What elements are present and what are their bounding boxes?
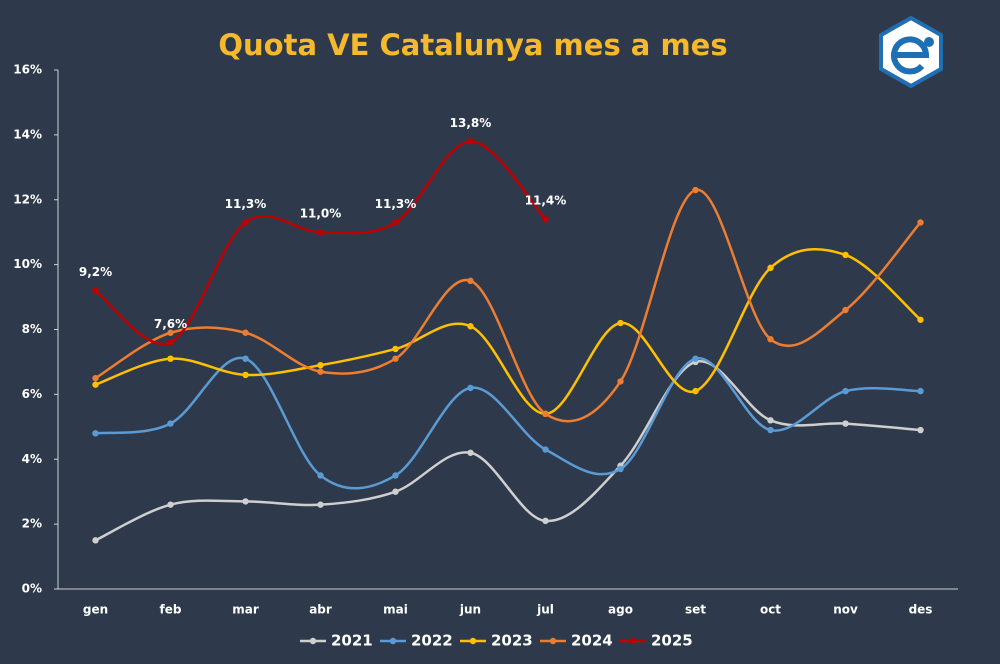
y-tick-label: 4% (22, 452, 42, 466)
point (92, 374, 99, 382)
point (167, 355, 174, 362)
point (842, 387, 849, 395)
point (842, 306, 849, 314)
point (617, 378, 624, 385)
point (92, 287, 99, 294)
point (842, 251, 849, 259)
point (317, 228, 324, 236)
point (392, 219, 399, 226)
point (317, 361, 324, 369)
data-label: 9,2% (79, 265, 112, 279)
x-tick-label: nov (833, 603, 858, 617)
point (542, 517, 549, 525)
x-tick-label: feb (160, 603, 182, 617)
x-tick-label: abr (309, 603, 332, 617)
point (242, 219, 249, 226)
data-label: 11,3% (225, 197, 267, 211)
x-tick-label: oct (760, 603, 781, 617)
y-tick-label: 16% (13, 63, 42, 77)
point (392, 355, 399, 362)
y-tick-label: 8% (22, 322, 42, 336)
data-label: 13,8% (450, 116, 492, 130)
y-tick-label: 6% (22, 387, 42, 401)
point (917, 219, 924, 226)
point (767, 336, 774, 343)
point (542, 216, 549, 223)
point (692, 186, 699, 194)
logo (879, 15, 943, 89)
x-tick-label: ago (608, 603, 633, 617)
legend-marker (389, 637, 397, 645)
data-label: 11,4% (525, 194, 567, 208)
point (242, 329, 249, 336)
point (467, 449, 474, 456)
point (467, 138, 474, 145)
y-tick-label: 10% (13, 257, 42, 271)
data-label: 11,3% (375, 197, 417, 211)
y-tick-label: 14% (13, 127, 42, 141)
data-label: 7,6% (154, 317, 187, 331)
x-tick-label: mar (232, 603, 259, 617)
legend-label: 2022 (411, 632, 453, 650)
x-tick-label: jun (459, 603, 481, 617)
chart-title: Quota VE Catalunya mes a mes (218, 28, 727, 62)
point (467, 323, 474, 330)
point (92, 430, 99, 437)
point (392, 488, 399, 495)
point (692, 387, 699, 395)
point (617, 465, 624, 473)
point (92, 381, 99, 388)
point (92, 537, 99, 544)
point (317, 472, 324, 479)
point (317, 501, 324, 508)
legend-label: 2024 (571, 632, 613, 650)
y-tick-label: 2% (22, 517, 42, 531)
x-tick-label: jul (536, 603, 554, 617)
point (392, 345, 399, 353)
legend-marker (629, 637, 637, 645)
legend-marker (549, 637, 557, 645)
point (917, 387, 924, 395)
point (392, 472, 399, 479)
data-label: 11,0% (300, 207, 342, 221)
point (617, 319, 624, 327)
x-tick-label: des (909, 603, 933, 617)
legend-label: 2023 (491, 632, 533, 650)
point (167, 339, 174, 346)
point (917, 316, 924, 323)
legend-label: 2021 (331, 632, 373, 650)
point (542, 410, 549, 418)
point (242, 355, 249, 362)
point (842, 420, 849, 427)
y-tick-label: 0% (22, 582, 42, 596)
point (467, 384, 474, 392)
point (542, 446, 549, 453)
point (167, 501, 174, 508)
legend-label: 2025 (651, 632, 693, 650)
point (767, 264, 774, 272)
point (692, 355, 699, 362)
x-tick-label: gen (83, 603, 108, 617)
x-tick-label: mai (383, 603, 408, 617)
y-tick-label: 12% (13, 192, 42, 206)
legend-marker (469, 637, 477, 645)
x-tick-label: set (685, 603, 706, 617)
legend-marker (309, 637, 317, 645)
point (767, 417, 774, 424)
point (167, 420, 174, 427)
point (767, 426, 774, 434)
point (317, 368, 324, 375)
point (167, 329, 174, 336)
point (242, 371, 249, 379)
point (467, 277, 474, 285)
point (917, 426, 924, 434)
point (242, 498, 249, 505)
